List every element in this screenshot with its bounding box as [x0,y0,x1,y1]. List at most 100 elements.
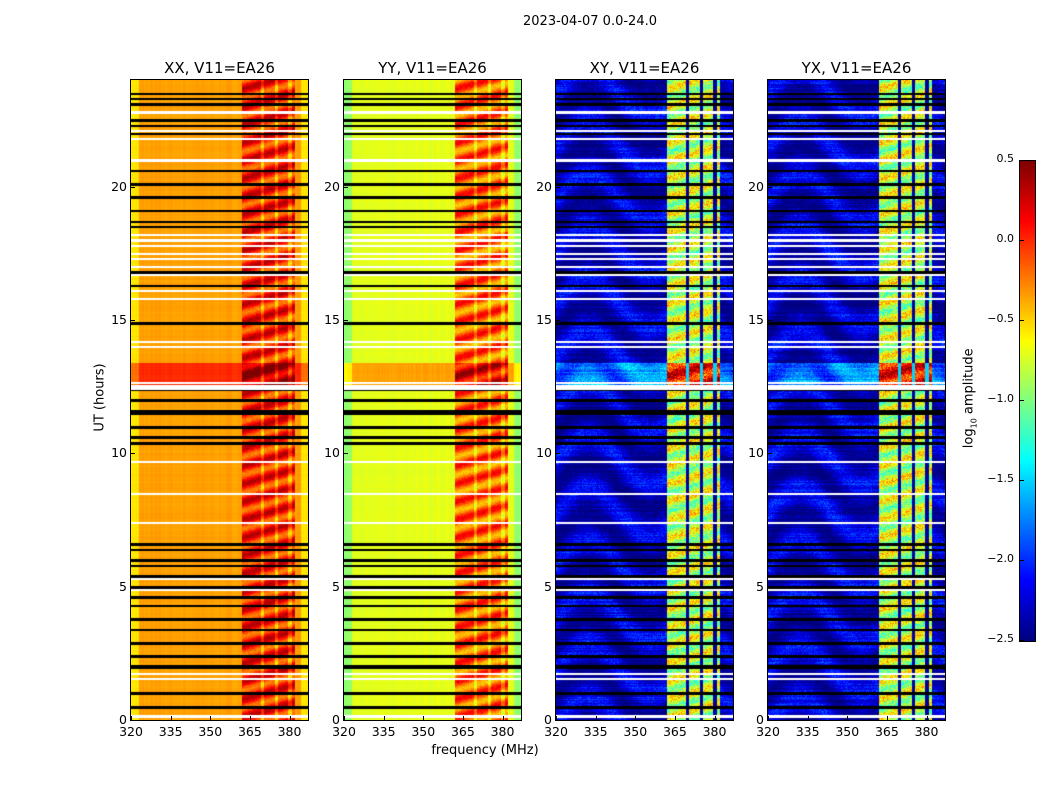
panel-title: YY, V11=EA26 [378,59,487,77]
y-tick-mark [768,453,772,455]
x-tick-mark [462,716,464,720]
x-tick-label: 350 [411,724,436,739]
heatmap-cells [131,80,308,720]
colorbar-tick-mark [1020,640,1024,641]
colorbar-label-sub: 10 [969,418,979,429]
colorbar-tick-label: −2.0 [987,552,1014,565]
x-tick-mark [847,716,849,720]
y-tick-label: 10 [111,445,127,461]
x-tick-label: 320 [756,724,780,739]
x-tick-mark [714,716,716,720]
y-tick-mark [556,586,560,588]
x-tick-label: 335 [583,724,608,739]
colorbar-tick-mark [1020,480,1024,481]
x-tick-mark [674,716,676,720]
y-tick-mark [344,320,348,321]
panel-title: XY, V11=EA26 [589,59,700,77]
y-tick-label: 0 [332,712,340,727]
x-tick-mark [210,716,212,720]
colorbar-tick-mark [1020,560,1024,561]
y-tick-mark [131,186,135,188]
x-tick-label: 365 [237,724,262,739]
x-tick-label: 320 [544,724,568,739]
x-tick-label: 380 [277,724,302,739]
y-tick-label: 15 [536,312,552,327]
y-tick-mark [344,453,348,455]
x-tick-label: 320 [332,724,356,739]
y-tick-mark [768,586,772,588]
y-tick-mark [768,186,772,188]
x-tick-label: 365 [450,724,475,739]
y-tick-mark [131,720,135,721]
x-tick-label: 335 [795,724,820,739]
panel-title: YX, V11=EA26 [801,59,912,77]
x-tick-mark [170,716,172,720]
y-tick-mark [556,186,560,188]
colorbar-tick-label: −2.5 [987,632,1014,645]
x-tick-mark [926,716,928,720]
x-tick-label: 365 [662,724,687,739]
heatmap-cells [556,80,733,720]
x-tick-label: 365 [874,724,899,739]
y-tick-mark [131,320,135,321]
colorbar-tick-label: 0.5 [996,152,1015,165]
x-tick-label: 335 [158,724,183,739]
x-tick-label: 380 [914,724,939,739]
y-tick-label: 5 [544,578,552,594]
colorbar-label: log10 amplitude [962,328,979,468]
x-tick-mark [344,716,345,720]
y-tick-mark [131,453,135,455]
x-tick-label: 350 [835,724,860,739]
colorbar [1019,160,1036,642]
y-tick-label: 20 [111,178,127,194]
y-tick-mark [131,586,135,588]
y-tick-label: 20 [536,178,552,194]
y-tick-label: 20 [324,178,340,194]
x-tick-label: 320 [119,724,143,739]
heatmap-panel [555,79,734,721]
x-tick-label: 350 [623,724,648,739]
x-tick-label: 380 [702,724,727,739]
x-tick-mark [556,716,557,720]
colorbar-tick-label: −1.0 [987,392,1014,405]
y-tick-mark [344,586,348,588]
y-tick-label: 5 [332,578,340,594]
x-tick-mark [423,716,425,720]
x-tick-label: 350 [198,724,223,739]
y-tick-label: 20 [748,178,764,194]
y-axis-label: UT (hours) [92,363,108,432]
colorbar-tick-mark [1020,240,1024,241]
colorbar-tick-mark [1020,320,1024,321]
x-tick-mark [768,716,769,720]
y-tick-mark [344,186,348,188]
heatmap-panel [767,79,946,721]
heatmap-cells [344,80,521,720]
x-tick-mark [249,716,251,720]
y-tick-label: 10 [748,445,764,461]
colorbar-tick-label: −1.5 [987,472,1014,485]
y-tick-label: 10 [324,445,340,461]
colorbar-tick-label: 0.0 [996,232,1015,245]
y-tick-label: 0 [544,712,552,727]
x-tick-mark [595,716,597,720]
y-tick-label: 0 [119,712,127,727]
x-tick-label: 335 [371,724,396,739]
figure-title: 2023-04-07 0.0-24.0 [523,14,657,29]
y-tick-label: 5 [756,578,764,594]
x-tick-mark [383,716,385,720]
y-tick-mark [556,320,560,321]
colorbar-label-rest: amplitude [961,348,977,419]
y-tick-mark [556,453,560,455]
panel-title: XX, V11=EA26 [164,59,275,77]
x-tick-mark [807,716,809,720]
colorbar-label-log: log [961,428,977,449]
x-axis-label: frequency (MHz) [431,743,539,758]
heatmap-panel [130,79,309,721]
colorbar-tick-mark [1020,400,1024,401]
x-tick-mark [886,716,888,720]
y-tick-mark [768,720,772,721]
y-tick-label: 15 [324,312,340,327]
y-tick-label: 10 [536,445,552,461]
y-tick-label: 15 [748,312,764,327]
